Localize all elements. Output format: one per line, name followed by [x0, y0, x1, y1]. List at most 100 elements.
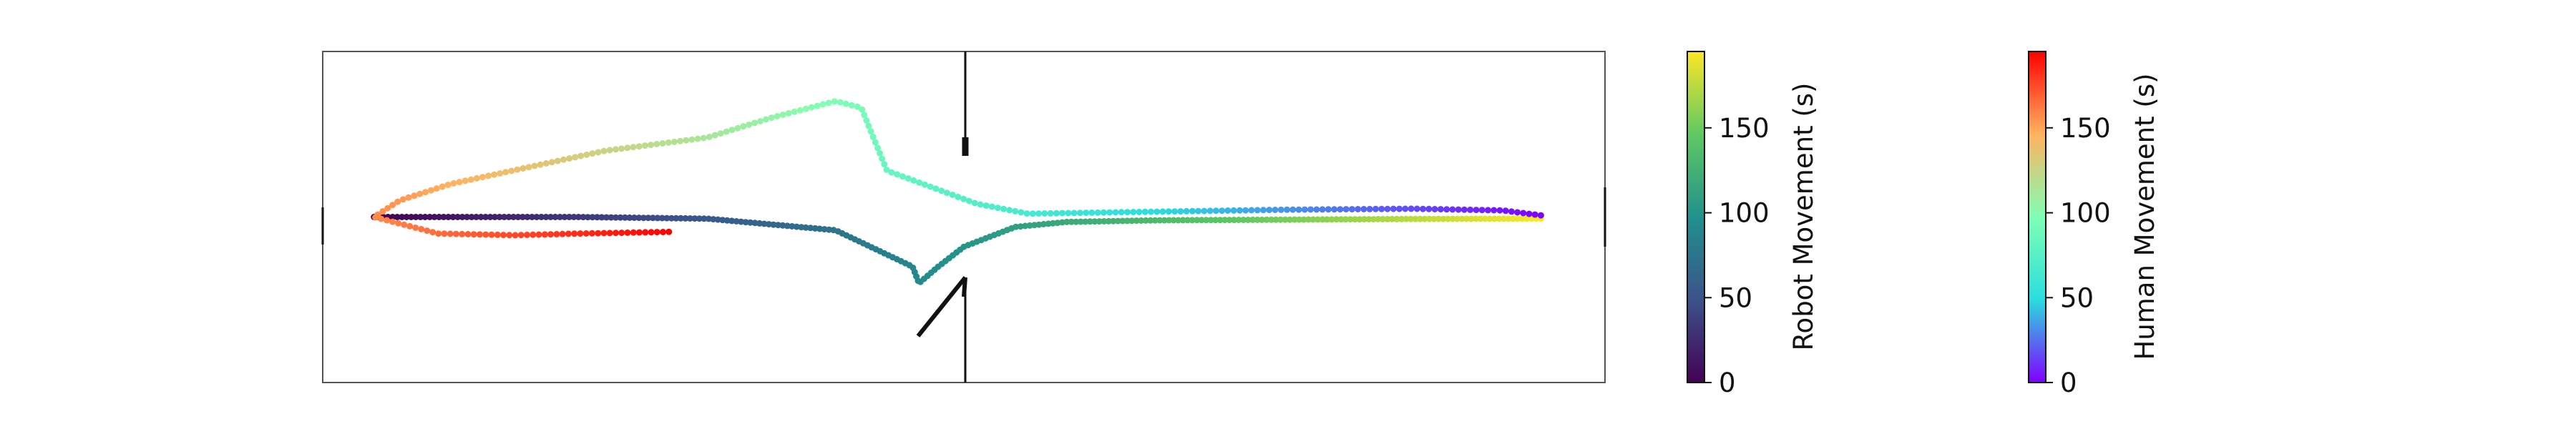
human-point: [938, 187, 945, 194]
robot-point: [1319, 216, 1326, 223]
human-point: [1402, 205, 1409, 212]
human-point: [988, 203, 995, 210]
human-point: [932, 185, 940, 192]
robot-point: [389, 214, 396, 220]
human-point: [1307, 206, 1314, 213]
human-point: [1491, 207, 1498, 214]
human-point: [384, 217, 391, 224]
human-point: [553, 231, 560, 237]
robot-point: [1235, 217, 1242, 223]
robot-point: [1216, 217, 1224, 224]
human-point: [636, 229, 643, 236]
human-point: [1301, 206, 1308, 213]
robot-point: [654, 214, 661, 222]
robot-point: [1110, 217, 1117, 225]
human-point: [524, 232, 531, 238]
robot-point: [673, 214, 680, 222]
human-point: [1355, 206, 1362, 212]
robot-point: [1277, 216, 1284, 223]
human-point: [624, 144, 631, 152]
human-point: [1236, 207, 1243, 214]
robot-point: [1296, 216, 1303, 223]
human-point: [582, 230, 590, 237]
robot-point: [1402, 215, 1410, 222]
robot-point: [1324, 216, 1331, 223]
human-point: [1177, 208, 1184, 215]
human-point: [452, 230, 459, 237]
human-point: [683, 137, 690, 144]
human-point: [606, 147, 613, 154]
human-point: [665, 139, 672, 146]
human-point: [694, 135, 701, 142]
human-point: [1053, 209, 1060, 217]
robot-point: [482, 214, 489, 220]
human-point: [1531, 211, 1538, 218]
human-point: [921, 181, 928, 188]
human-point: [1342, 206, 1350, 213]
robot-point: [1491, 215, 1498, 222]
robot-point: [399, 214, 406, 220]
robot-point: [1040, 221, 1047, 227]
robot-point: [747, 219, 754, 226]
robot-point: [1119, 217, 1126, 225]
robot-point: [1514, 215, 1521, 222]
robot-point: [1518, 215, 1526, 222]
human-point: [1390, 205, 1397, 212]
human-point: [572, 154, 579, 161]
human-point: [648, 229, 655, 236]
human-point: [1148, 208, 1154, 215]
robot-point: [1305, 216, 1312, 223]
human-point: [1076, 209, 1083, 217]
human-point: [1224, 207, 1231, 214]
human-point: [867, 128, 874, 135]
robot-point: [742, 219, 749, 226]
robot-point: [1166, 217, 1173, 224]
robot-point: [774, 222, 781, 229]
human-point: [842, 100, 849, 107]
robot-point: [510, 214, 517, 220]
robot-point: [1226, 217, 1233, 224]
robot-point: [1291, 216, 1298, 223]
robot-point: [1309, 216, 1317, 223]
human-point: [904, 175, 912, 182]
human-point: [861, 112, 868, 119]
human-point: [863, 117, 870, 124]
human-point: [1372, 205, 1379, 212]
robot-point: [770, 221, 777, 228]
human-point: [927, 183, 934, 190]
human-point: [711, 132, 718, 139]
human-point: [728, 127, 736, 134]
human-point: [872, 139, 879, 146]
human-point: [450, 179, 457, 187]
human-point: [1526, 210, 1533, 217]
robot-point: [394, 214, 401, 220]
human-point: [635, 143, 643, 150]
human-point: [854, 103, 861, 110]
human-point: [1201, 207, 1208, 214]
human-point: [723, 128, 730, 135]
robot-point: [1259, 216, 1266, 223]
robot-point: [738, 218, 745, 225]
human-point: [624, 229, 631, 236]
robot-point: [585, 214, 591, 221]
robot-point: [1082, 218, 1089, 225]
robot-trajectory: [371, 214, 1544, 285]
human-point: [995, 204, 1001, 212]
human-point: [1473, 207, 1480, 214]
human-point: [869, 134, 877, 140]
human-point: [571, 230, 578, 237]
robot-point: [807, 225, 814, 232]
human-point: [751, 119, 758, 127]
robot-point: [1370, 216, 1377, 223]
robot-point: [1430, 215, 1438, 222]
human-point: [441, 230, 448, 237]
robot-point: [1328, 216, 1335, 223]
robot-point: [449, 214, 457, 220]
robot-point: [686, 215, 693, 222]
robot-point: [603, 214, 610, 221]
human-point: [982, 202, 990, 209]
human-point: [1023, 210, 1030, 217]
robot-point: [1486, 215, 1493, 222]
robot-point: [524, 214, 531, 220]
robot-point: [1138, 217, 1145, 224]
